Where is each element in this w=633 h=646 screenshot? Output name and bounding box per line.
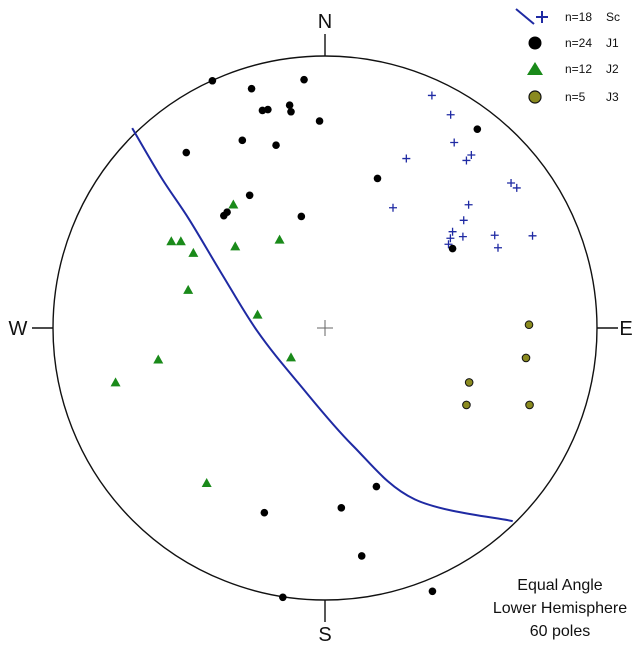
pole-j1-20	[337, 503, 346, 512]
legend-sc-line-icon	[515, 8, 535, 25]
pole-j2-8	[286, 352, 296, 362]
pole-j1-11	[272, 141, 280, 150]
west-label: W	[9, 318, 28, 340]
pole-sc-6	[467, 151, 476, 160]
pole-j1-9	[182, 148, 191, 157]
series-j1	[182, 75, 482, 602]
pole-j2-4	[188, 247, 199, 257]
pole-j3-1	[524, 320, 534, 330]
pole-j1-18	[448, 244, 457, 253]
pole-j1-22	[357, 552, 366, 560]
legend-entry-j3: n=5 J3	[528, 90, 619, 104]
pole-sc-8	[512, 183, 521, 192]
pole-j3-5	[525, 400, 534, 410]
legend-entry-sc: n=18 Sc	[515, 8, 620, 25]
legend-j3-set: J3	[606, 90, 619, 104]
legend: n=18 Sc n=24 J1 n=12 J2 n=5 J3	[515, 8, 620, 104]
caption-poles: 60 poles	[530, 623, 591, 640]
pole-sc-9	[464, 200, 473, 209]
pole-sc-4	[402, 154, 411, 163]
pole-sc-15	[490, 231, 499, 240]
pole-sc-11	[459, 216, 468, 225]
pole-j3-3	[464, 378, 474, 387]
series-j2	[110, 199, 296, 488]
legend-sc-set: Sc	[606, 10, 620, 24]
poles-layer	[110, 75, 537, 602]
pole-j2-2	[166, 236, 177, 246]
series-sc	[389, 91, 537, 252]
pole-j2-5	[183, 284, 194, 294]
pole-j1-4	[264, 105, 272, 114]
pole-j1-5	[285, 101, 294, 110]
legend-j2-count: n=12	[565, 62, 592, 76]
pole-j1-10	[238, 136, 247, 145]
pole-sc-7	[507, 179, 516, 188]
pole-sc-13	[446, 234, 455, 243]
pole-j3-4	[462, 400, 471, 410]
caption: Equal Angle Lower Hemisphere 60 poles	[493, 577, 627, 640]
caption-projection: Equal Angle	[517, 577, 603, 594]
legend-entry-j1: n=24 J1	[528, 36, 619, 50]
series-j3	[462, 320, 534, 410]
pole-j1-6	[287, 107, 295, 116]
pole-j2-6	[274, 234, 285, 244]
pole-sc-18	[444, 240, 453, 249]
pole-sc-5	[462, 156, 471, 165]
legend-j1-count: n=24	[565, 36, 592, 50]
pole-j2-3	[175, 236, 186, 246]
legend-entry-j2: n=12 J2	[527, 62, 619, 76]
legend-j2-set: J2	[606, 62, 619, 76]
pole-sc-12	[448, 227, 457, 236]
pole-sc-3	[450, 138, 459, 147]
pole-j1-17	[473, 125, 482, 133]
pole-sc-1	[427, 91, 436, 100]
pole-j1-24	[279, 593, 287, 602]
pole-j1-14	[223, 208, 231, 216]
pole-j2-10	[110, 377, 121, 387]
caption-hemisphere: Lower Hemisphere	[493, 600, 627, 617]
pole-sc-16	[493, 243, 502, 252]
pole-j3-2	[521, 353, 531, 363]
pole-j1-16	[373, 174, 382, 183]
legend-j3-circle-icon	[528, 90, 542, 104]
north-label: N	[318, 11, 332, 33]
legend-j1-circle-icon	[528, 36, 542, 50]
pole-j1-7	[300, 75, 308, 84]
pole-j2-7	[252, 309, 263, 319]
pole-j2-1	[228, 199, 239, 209]
pole-j1-15	[297, 212, 306, 221]
pole-sc-2	[446, 110, 455, 119]
legend-j3-count: n=5	[565, 90, 586, 104]
legend-sc-count: n=18	[565, 10, 592, 24]
great-circle-sc	[131, 127, 513, 523]
pole-j2-12	[230, 241, 241, 251]
pole-j1-12	[245, 191, 254, 200]
pole-sc-17	[528, 231, 537, 240]
pole-sc-14	[458, 232, 467, 241]
pole-j1-23	[428, 587, 437, 596]
legend-j2-triangle-icon	[527, 62, 543, 75]
south-label: S	[318, 624, 331, 646]
pole-j1-19	[372, 482, 381, 491]
pole-j2-11	[201, 478, 212, 488]
legend-j1-set: J1	[606, 36, 619, 50]
east-label: E	[619, 318, 632, 340]
pole-j2-9	[153, 354, 164, 364]
pole-sc-10	[389, 203, 397, 212]
pole-j1-8	[315, 117, 324, 125]
pole-j1-1	[208, 76, 217, 85]
pole-j1-2	[247, 84, 256, 93]
pole-j1-21	[260, 508, 269, 517]
